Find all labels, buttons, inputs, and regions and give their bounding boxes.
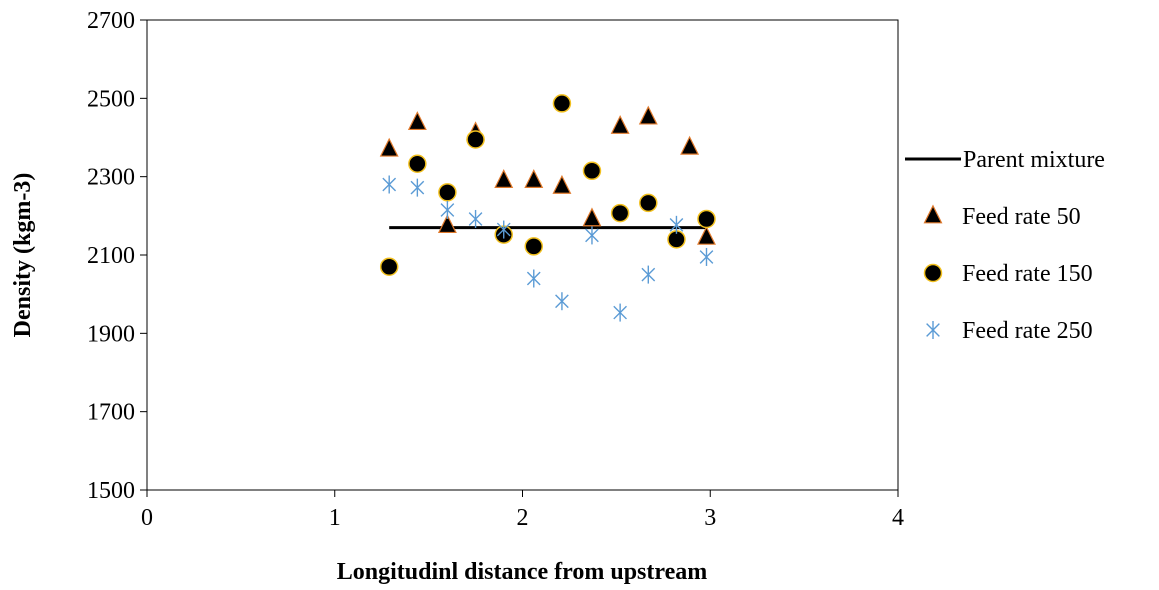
y-tick-label: 2700	[87, 8, 135, 34]
y-tick-label: 1900	[87, 321, 135, 347]
point-feed-rate-150	[379, 257, 399, 276]
y-tick-label: 2300	[87, 165, 135, 191]
x-tick-label: 2	[517, 505, 529, 531]
legend: Parent mixture Feed rate 50 Feed rate 150 F…	[905, 147, 1105, 344]
legend-swatch-feed-rate-50	[923, 204, 943, 224]
point-feed-rate-250	[468, 209, 483, 228]
x-tick-label: 0	[141, 505, 153, 531]
legend-label-feed-rate-250: Feed rate 250	[962, 318, 1093, 344]
point-feed-rate-150	[639, 193, 658, 213]
legend-label-feed-rate-50: Feed rate 50	[962, 204, 1081, 230]
legend-label-feed-rate-150: Feed rate 150	[962, 261, 1093, 287]
point-feed-rate-250	[440, 200, 455, 219]
plot-area: 1500 1700 1900 2100 2300 2500 2700 0 1 2 3 4	[87, 8, 904, 531]
point-feed-rate-50	[524, 169, 544, 188]
point-feed-rate-250	[641, 265, 656, 284]
legend-label-parent-mixture: Parent mixture	[963, 147, 1105, 173]
point-feed-rate-50	[582, 207, 602, 227]
point-feed-rate-50	[610, 114, 630, 134]
legend-swatch-feed-rate-250	[926, 321, 940, 339]
point-feed-rate-150	[697, 209, 716, 229]
point-feed-rate-50	[552, 174, 572, 194]
point-feed-rate-50	[407, 111, 427, 131]
point-feed-rate-50	[379, 137, 399, 157]
point-feed-rate-250	[555, 292, 569, 311]
plot-frame	[146, 19, 899, 491]
x-tick-label: 1	[329, 505, 341, 531]
point-feed-rate-150	[552, 94, 572, 113]
y-tick-label: 2100	[87, 243, 135, 269]
point-feed-rate-250	[613, 303, 627, 322]
point-feed-rate-150	[466, 130, 485, 149]
x-axis-title: Longitudinl distance from upstream	[337, 559, 708, 585]
point-feed-rate-250	[382, 175, 397, 194]
point-feed-rate-150	[610, 203, 630, 223]
legend-swatch-feed-rate-150	[923, 263, 943, 283]
x-tick-label: 4	[892, 505, 904, 531]
point-feed-rate-250	[585, 226, 599, 245]
y-tick-label: 1700	[87, 400, 135, 426]
point-feed-rate-150	[582, 161, 602, 181]
y-tick-label: 2500	[87, 86, 135, 112]
point-feed-rate-150	[524, 237, 544, 256]
point-feed-rate-50	[697, 225, 716, 245]
point-feed-rate-50	[680, 135, 700, 155]
y-axis-title: Density (kgm-3)	[10, 173, 36, 338]
point-feed-rate-150	[438, 183, 457, 202]
point-feed-rate-150	[408, 154, 427, 173]
point-feed-rate-50	[494, 169, 514, 188]
point-feed-rate-250	[410, 178, 425, 197]
point-feed-rate-50	[437, 214, 457, 234]
x-tick-label: 3	[704, 505, 716, 531]
y-tick-label: 1500	[87, 478, 135, 504]
point-feed-rate-250	[699, 247, 714, 266]
point-feed-rate-250	[669, 215, 684, 234]
point-feed-rate-50	[638, 105, 658, 125]
point-feed-rate-250	[526, 269, 541, 288]
point-feed-rate-250	[496, 220, 511, 239]
